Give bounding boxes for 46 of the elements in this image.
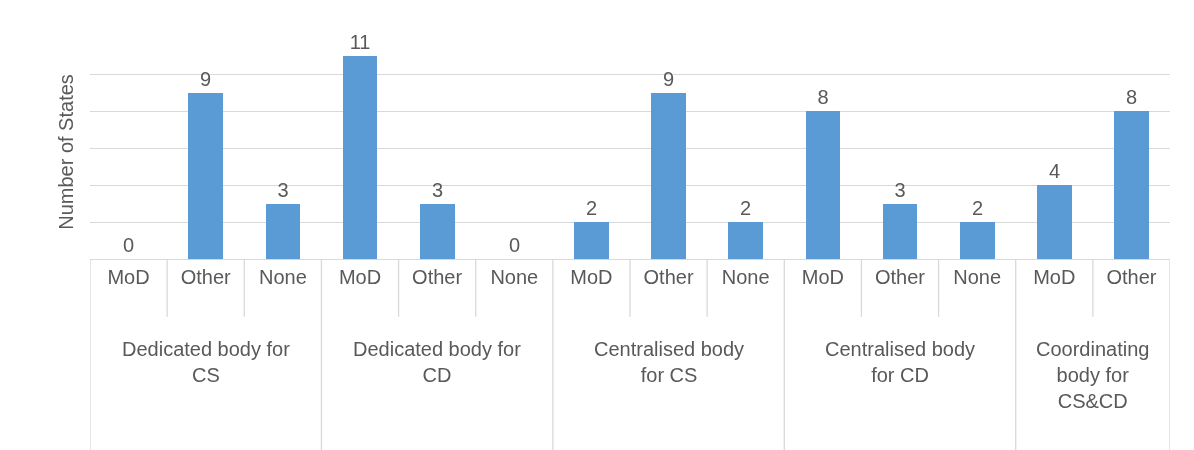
bar (806, 111, 840, 259)
bar (420, 204, 455, 259)
x-tick-label: None (953, 266, 1002, 288)
bar (343, 56, 377, 259)
x-tick-label: Other (412, 266, 463, 288)
x-tick-label: None (721, 266, 770, 288)
text: Coordinating body for CS&CD (1036, 338, 1150, 412)
data-label: 3 (277, 179, 289, 201)
y-axis-title: Number of States (54, 74, 77, 230)
data-label: 0 (508, 234, 521, 256)
data-label: 2 (585, 197, 598, 219)
bar (574, 222, 609, 259)
x-tick-label: Other (180, 266, 232, 288)
x-tick-label: Other (874, 266, 926, 288)
data-label: 2 (739, 197, 752, 219)
data-label: 2 (971, 197, 984, 219)
bar (266, 204, 300, 259)
x-tick-label: MoD (338, 266, 382, 288)
data-label: 3 (431, 179, 444, 201)
bar (188, 93, 223, 259)
data-label: 9 (662, 68, 675, 90)
x-tick-label: Other (1106, 266, 1157, 288)
text: Dedicated body for CD (353, 338, 522, 386)
x-tick-label: MoD (801, 266, 844, 288)
x-tick-label: MoD (107, 266, 150, 288)
bar (651, 93, 686, 259)
data-label: 8 (1125, 86, 1138, 108)
data-label: 9 (199, 68, 212, 90)
text: Dedicated body for CS (122, 338, 291, 386)
bar (883, 204, 917, 259)
bar (728, 222, 763, 259)
data-label: 0 (122, 234, 135, 256)
x-tick-label: MoD (570, 266, 613, 288)
data-label: 3 (894, 179, 906, 201)
bar (1114, 111, 1149, 259)
x-tick-label: MoD (1033, 266, 1076, 288)
text: Centralised body for CD (825, 338, 976, 386)
data-label: 8 (817, 86, 829, 108)
x-tick-label: None (258, 266, 307, 288)
data-label: 11 (349, 31, 371, 53)
x-tick-label: None (490, 266, 539, 288)
bar (1037, 185, 1072, 259)
bar (960, 222, 995, 259)
x-tick-label: Other (643, 266, 694, 288)
text: Centralised body for CS (594, 338, 745, 386)
data-label: 4 (1048, 160, 1061, 182)
